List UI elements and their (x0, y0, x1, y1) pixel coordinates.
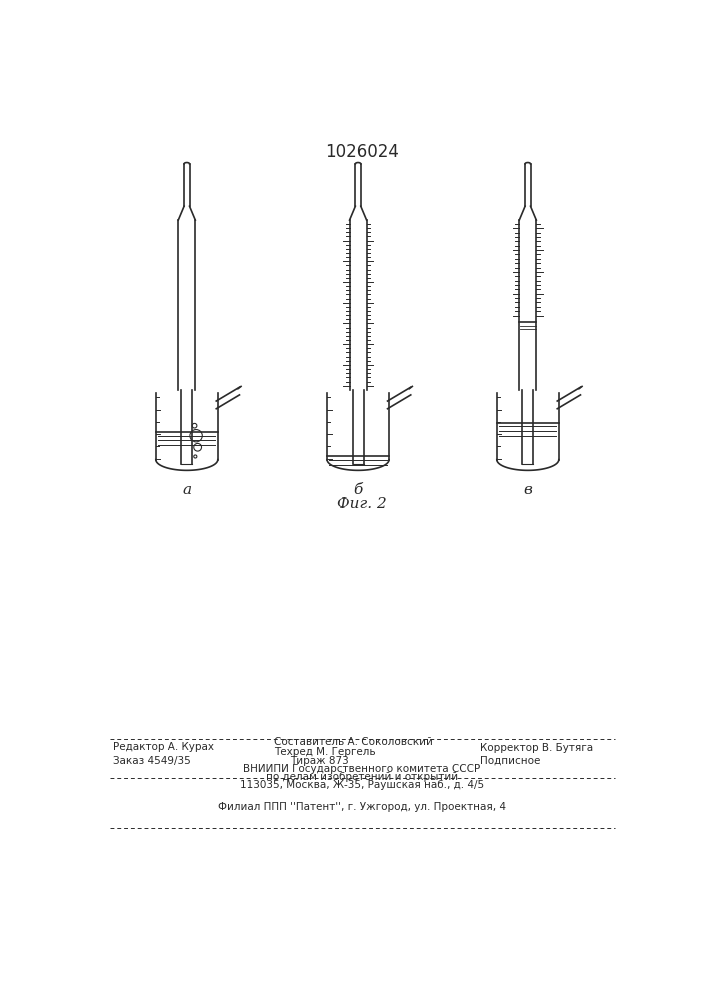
Text: ВНИИПИ Государственного комитета СССР: ВНИИПИ Государственного комитета СССР (243, 764, 481, 774)
Text: Техред М. Гергель: Техред М. Гергель (274, 747, 376, 757)
Text: в: в (523, 483, 532, 497)
Text: по делам изобретений и открытий: по делам изобретений и открытий (266, 772, 458, 782)
Text: б: б (354, 483, 363, 497)
Text: Филиал ППП ''Патент'', г. Ужгород, ул. Проектная, 4: Филиал ППП ''Патент'', г. Ужгород, ул. П… (218, 802, 506, 812)
Text: Редактор А. Курах: Редактор А. Курах (113, 742, 214, 752)
Text: а: а (182, 483, 192, 497)
Text: Подписное: Подписное (480, 756, 540, 766)
Text: Заказ 4549/35: Заказ 4549/35 (113, 756, 191, 766)
Text: 113035, Москва, Ж-35, Раушская наб., д. 4/5: 113035, Москва, Ж-35, Раушская наб., д. … (240, 780, 484, 790)
Text: Корректор В. Бутяга: Корректор В. Бутяга (480, 743, 593, 753)
Text: Составитель А. Соколовский: Составитель А. Соколовский (274, 737, 433, 747)
Text: 1026024: 1026024 (325, 143, 399, 161)
Text: Тираж 873: Тираж 873 (290, 756, 349, 766)
Text: Фиг. 2: Фиг. 2 (337, 497, 387, 511)
